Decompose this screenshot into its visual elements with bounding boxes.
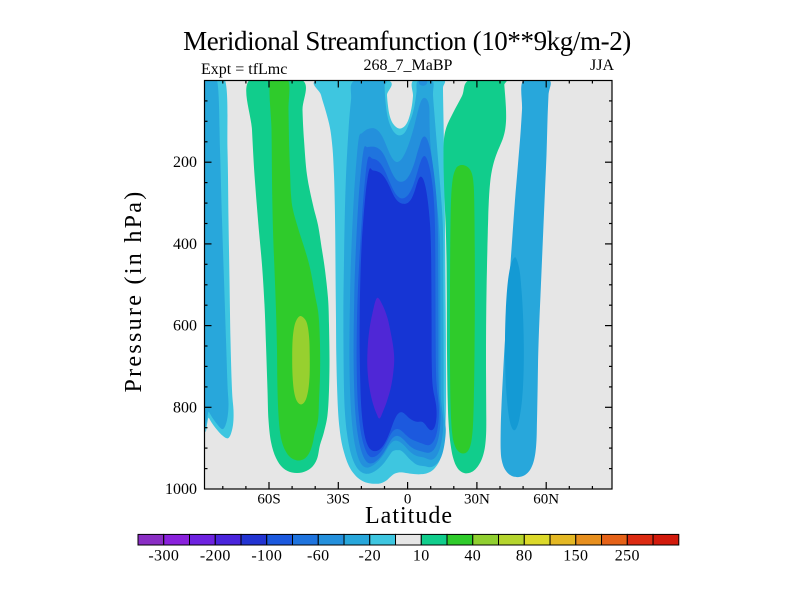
- svg-text:60S: 60S: [257, 492, 280, 508]
- svg-text:-200: -200: [200, 548, 231, 565]
- svg-text:Pressure (in hPa): Pressure (in hPa): [121, 189, 147, 392]
- svg-text:30N: 30N: [464, 492, 490, 508]
- svg-text:30S: 30S: [327, 492, 350, 508]
- svg-text:80: 80: [516, 548, 533, 565]
- svg-text:1000: 1000: [165, 481, 197, 498]
- svg-text:-60: -60: [307, 548, 330, 565]
- svg-text:60N: 60N: [533, 492, 559, 508]
- svg-text:600: 600: [173, 318, 197, 335]
- svg-text:-300: -300: [148, 548, 179, 565]
- svg-text:Meridional Streamfunction (10*: Meridional Streamfunction (10**9kg/m-2): [183, 26, 631, 56]
- svg-text:0: 0: [404, 492, 412, 508]
- svg-text:268_7_MaBP: 268_7_MaBP: [364, 57, 453, 74]
- svg-text:150: 150: [563, 548, 588, 565]
- svg-text:200: 200: [173, 154, 197, 171]
- svg-text:-100: -100: [251, 548, 282, 565]
- svg-text:40: 40: [464, 548, 481, 565]
- svg-text:Expt = tfLmc: Expt = tfLmc: [201, 61, 287, 78]
- svg-text:JJA: JJA: [590, 57, 614, 74]
- svg-text:Latitude: Latitude: [365, 503, 453, 529]
- svg-text:-20: -20: [359, 548, 382, 565]
- svg-text:10: 10: [413, 548, 430, 565]
- svg-text:800: 800: [173, 399, 197, 416]
- svg-text:400: 400: [173, 236, 197, 253]
- svg-text:250: 250: [615, 548, 640, 565]
